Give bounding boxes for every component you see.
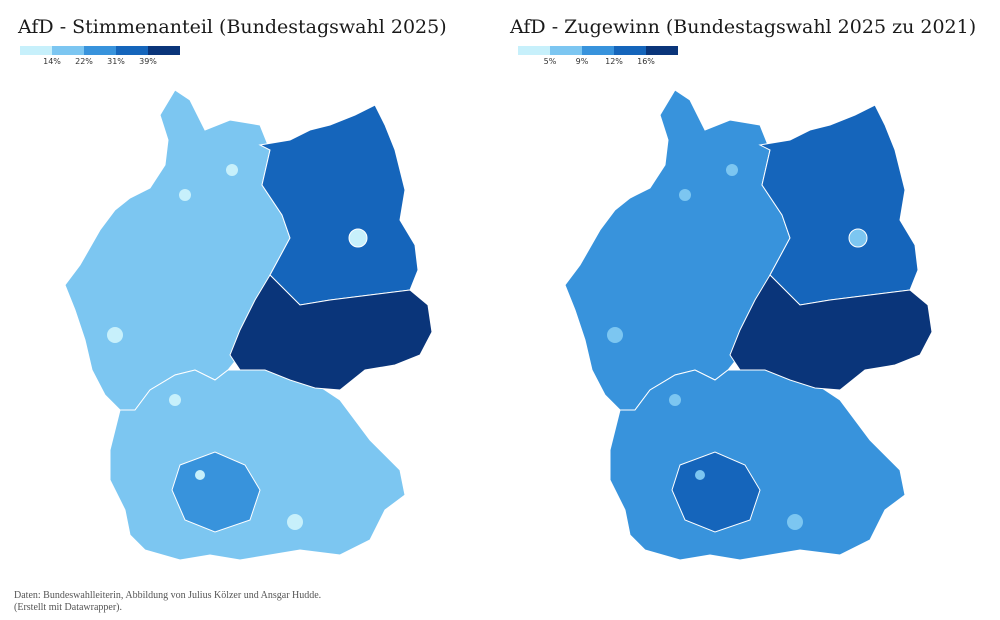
region-east-north (258, 104, 419, 306)
vote-gain-panel: AfD - Zugewinn (Bundestagswahl 2025 zu 2… (500, 0, 1000, 590)
legend-swatch-1 (518, 46, 550, 55)
region-east-north (758, 104, 919, 306)
region-east-core (229, 274, 433, 391)
vote-gain-map (564, 89, 933, 561)
city-bremen (679, 189, 691, 201)
city-munich (787, 514, 803, 530)
city-cologne (607, 327, 623, 343)
vote-share-legend: 14% 22% 31% 39% (20, 46, 180, 71)
legend-tick-3: 12% (605, 57, 623, 66)
city-stuttgart (695, 470, 705, 480)
city-bremen (179, 189, 191, 201)
city-munich (287, 514, 303, 530)
legend-tick-4: 16% (637, 57, 655, 66)
legend-swatch-5 (148, 46, 180, 55)
legend-swatch-1 (20, 46, 52, 55)
footer-source: Daten: Bundeswahlleiterin, Abbildung von… (14, 590, 322, 601)
region-east-core (729, 274, 933, 391)
city-berlin (348, 228, 368, 248)
legend-tick-4: 39% (139, 57, 157, 66)
footer-tool: (Erstellt mit Datawrapper). (14, 602, 123, 613)
vote-share-title: AfD - Stimmenanteil (Bundestagswahl 2025… (18, 16, 447, 38)
legend-swatch-3 (84, 46, 116, 55)
legend-swatch-4 (614, 46, 646, 55)
city-frankfurt (669, 394, 681, 406)
city-hamburg (226, 164, 238, 176)
region-rural-south (671, 451, 761, 533)
city-frankfurt (169, 394, 181, 406)
vote-share-map (64, 89, 433, 561)
legend-swatch-2 (550, 46, 582, 55)
legend-tick-2: 22% (75, 57, 93, 66)
legend-swatch-5 (646, 46, 678, 55)
city-stuttgart (195, 470, 205, 480)
region-south (109, 364, 406, 561)
footer-credits: Daten: Bundeswahlleiterin, Abbildung von… (14, 590, 321, 614)
city-hamburg (726, 164, 738, 176)
legend-swatch-4 (116, 46, 148, 55)
legend-tick-3: 31% (107, 57, 125, 66)
vote-gain-legend: 5% 9% 12% 16% (518, 46, 678, 71)
legend-swatch-3 (582, 46, 614, 55)
region-south (609, 364, 906, 561)
legend-tick-2: 9% (575, 57, 589, 66)
legend-swatch-2 (52, 46, 84, 55)
city-cologne (107, 327, 123, 343)
region-rural-south (171, 451, 261, 533)
legend-tick-1: 5% (543, 57, 557, 66)
vote-gain-title: AfD - Zugewinn (Bundestagswahl 2025 zu 2… (510, 16, 977, 38)
city-berlin (848, 228, 868, 248)
legend-tick-1: 14% (43, 57, 61, 66)
vote-share-panel: AfD - Stimmenanteil (Bundestagswahl 2025… (0, 0, 500, 590)
